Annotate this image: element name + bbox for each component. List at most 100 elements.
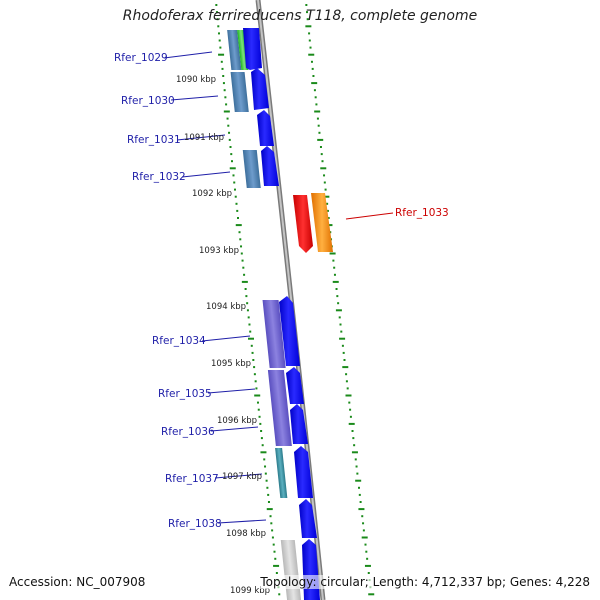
gene-label[interactable]: Rfer_1034 xyxy=(152,335,206,347)
tick-mark xyxy=(329,252,336,255)
gene-arrow[interactable] xyxy=(257,110,274,146)
tick-mark xyxy=(245,295,248,298)
tick-mark xyxy=(240,245,243,248)
tick-mark xyxy=(217,25,220,28)
gene-block[interactable] xyxy=(230,72,249,112)
tick-mark xyxy=(253,366,256,369)
tick-mark xyxy=(215,4,218,6)
tick-mark xyxy=(239,238,242,241)
tick-mark xyxy=(327,217,330,219)
tick-mark xyxy=(234,195,237,198)
tick-mark xyxy=(353,444,356,447)
gene-label[interactable]: Rfer_1029 xyxy=(114,52,168,64)
tick-mark xyxy=(251,351,254,354)
gene-arrow[interactable] xyxy=(251,68,269,110)
tick-mark xyxy=(220,60,223,63)
tick-mark xyxy=(341,344,344,347)
tick-mark xyxy=(349,415,352,418)
outer-tick-track xyxy=(305,4,375,596)
tick-mark xyxy=(320,153,323,156)
kbp-labels: 1090 kbp 1091 kbp 1092 kbp 1093 kbp 1094… xyxy=(176,75,270,596)
gene-label[interactable]: Rfer_1032 xyxy=(132,171,186,183)
gene-arrow[interactable] xyxy=(261,146,279,186)
tick-mark xyxy=(246,309,249,312)
gene-arrow-orange[interactable] xyxy=(311,193,333,252)
tick-mark xyxy=(306,11,309,14)
tick-mark xyxy=(271,536,274,539)
gene-arrow-red[interactable] xyxy=(293,195,313,253)
tick-mark xyxy=(257,408,260,411)
tick-mark xyxy=(264,465,267,468)
tick-mark xyxy=(265,479,268,482)
gene-label[interactable]: Rfer_1038 xyxy=(168,518,222,530)
gene-label[interactable]: Rfer_1033 xyxy=(395,207,449,219)
kbp-label: 1096 kbp xyxy=(217,416,257,426)
tick-mark xyxy=(306,18,309,21)
tick-mark xyxy=(317,138,324,141)
gene-block[interactable] xyxy=(267,370,292,446)
tick-mark xyxy=(324,188,327,191)
kbp-label: 1094 kbp xyxy=(206,302,246,312)
gene-block[interactable] xyxy=(262,300,286,368)
tick-mark xyxy=(321,160,324,163)
inner-tick-track xyxy=(215,4,281,596)
tick-mark xyxy=(275,572,278,574)
tick-mark xyxy=(308,39,311,42)
kbp-label: 1092 kbp xyxy=(192,189,232,199)
tick-mark xyxy=(240,252,243,255)
gene-arrow[interactable] xyxy=(243,28,262,70)
tick-mark xyxy=(355,465,358,468)
tick-mark xyxy=(345,380,348,383)
tick-mark xyxy=(310,60,313,63)
tick-mark xyxy=(339,337,346,340)
gene-label[interactable]: Rfer_1030 xyxy=(121,95,175,107)
tick-mark xyxy=(244,288,247,290)
tick-mark xyxy=(223,89,226,92)
tick-mark xyxy=(364,564,371,567)
label-leaders xyxy=(163,51,394,524)
tick-mark xyxy=(253,373,256,376)
gene-arrow[interactable] xyxy=(294,446,313,498)
tick-mark xyxy=(309,46,312,49)
gene-labels: Rfer_1029 Rfer_1030 Rfer_1031 Rfer_1032 … xyxy=(114,52,449,530)
tick-mark xyxy=(258,415,261,418)
tick-mark xyxy=(248,323,251,326)
tick-mark xyxy=(332,259,335,262)
tick-mark xyxy=(236,217,239,219)
tick-mark xyxy=(317,124,320,127)
gene-label[interactable]: Rfer_1037 xyxy=(165,473,219,485)
gene-arrow[interactable] xyxy=(299,499,317,538)
tick-mark xyxy=(337,302,340,305)
tick-mark xyxy=(335,288,338,290)
gene-block[interactable] xyxy=(275,448,288,498)
tick-mark xyxy=(248,337,255,340)
tick-mark xyxy=(342,366,349,369)
tick-mark xyxy=(230,160,233,163)
tick-mark xyxy=(269,515,272,518)
tick-mark xyxy=(266,508,273,511)
gene-block[interactable] xyxy=(242,150,261,188)
genome-summary-text: Topology: circular; Length: 4,712,337 bp… xyxy=(260,575,590,589)
gene-label[interactable]: Rfer_1035 xyxy=(158,388,212,400)
tick-mark xyxy=(236,209,239,212)
tick-mark xyxy=(342,351,345,354)
tick-mark xyxy=(271,529,274,532)
tick-mark xyxy=(267,493,270,496)
tick-mark xyxy=(227,124,230,127)
kbp-label: 1097 kbp xyxy=(222,472,262,482)
gene-label[interactable]: Rfer_1031 xyxy=(127,134,181,146)
tick-mark xyxy=(355,479,362,482)
tick-mark xyxy=(368,593,375,596)
gene-arrow[interactable] xyxy=(290,404,308,444)
gene-arrow[interactable] xyxy=(279,296,300,366)
tick-mark xyxy=(225,103,228,106)
tick-mark xyxy=(367,572,370,574)
tick-mark xyxy=(241,259,244,262)
tick-mark xyxy=(270,522,273,525)
gene-arrow[interactable] xyxy=(286,367,304,404)
tick-mark xyxy=(238,231,241,234)
tick-mark xyxy=(254,394,261,397)
tick-mark xyxy=(349,408,352,411)
gene-block[interactable] xyxy=(227,30,242,70)
gene-label[interactable]: Rfer_1036 xyxy=(161,426,215,438)
